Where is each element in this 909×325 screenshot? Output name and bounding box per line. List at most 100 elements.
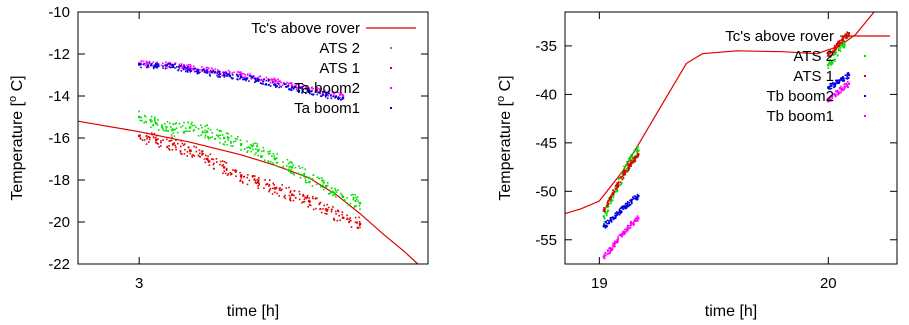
point bbox=[611, 195, 614, 198]
point bbox=[155, 141, 157, 144]
point bbox=[332, 194, 334, 197]
point bbox=[222, 71, 224, 73]
point bbox=[835, 95, 837, 97]
point bbox=[166, 138, 168, 141]
point bbox=[332, 95, 335, 98]
point bbox=[625, 164, 627, 166]
point bbox=[305, 87, 307, 90]
point bbox=[162, 67, 164, 69]
point bbox=[288, 82, 290, 85]
point bbox=[303, 200, 306, 203]
point bbox=[207, 155, 209, 157]
point bbox=[234, 140, 237, 142]
point bbox=[834, 85, 836, 88]
point bbox=[829, 51, 832, 53]
point bbox=[332, 190, 334, 192]
point bbox=[628, 227, 630, 229]
point bbox=[304, 181, 307, 184]
point bbox=[203, 68, 205, 71]
point bbox=[193, 145, 195, 148]
point bbox=[291, 162, 293, 164]
point bbox=[181, 125, 184, 127]
point bbox=[834, 58, 836, 61]
point bbox=[330, 191, 332, 194]
point bbox=[358, 222, 362, 226]
point bbox=[180, 140, 182, 142]
point bbox=[302, 201, 304, 203]
point bbox=[312, 174, 315, 176]
legend-swatch-tb-boom2 bbox=[864, 95, 866, 97]
point bbox=[181, 67, 183, 69]
point bbox=[247, 73, 249, 75]
point bbox=[614, 214, 616, 217]
point bbox=[230, 76, 233, 79]
point bbox=[226, 143, 228, 146]
point bbox=[232, 141, 235, 143]
point bbox=[829, 99, 832, 101]
point bbox=[619, 233, 622, 236]
point bbox=[288, 170, 290, 172]
point bbox=[307, 90, 311, 93]
point bbox=[620, 234, 623, 237]
point bbox=[155, 138, 158, 142]
point bbox=[195, 146, 197, 149]
point bbox=[201, 150, 204, 152]
point bbox=[630, 162, 633, 165]
point bbox=[289, 199, 291, 201]
point bbox=[269, 150, 271, 152]
point bbox=[358, 216, 360, 219]
point bbox=[156, 124, 159, 126]
point bbox=[164, 64, 166, 67]
point bbox=[841, 45, 844, 48]
point bbox=[633, 197, 635, 200]
point bbox=[323, 89, 326, 92]
point bbox=[269, 188, 272, 190]
point bbox=[845, 37, 847, 40]
point bbox=[204, 134, 207, 137]
point bbox=[183, 153, 186, 155]
point bbox=[620, 176, 622, 178]
point bbox=[828, 50, 831, 53]
point bbox=[269, 85, 272, 87]
point bbox=[839, 79, 842, 81]
point bbox=[612, 246, 615, 248]
point bbox=[303, 84, 305, 86]
point bbox=[606, 253, 609, 255]
point bbox=[606, 219, 609, 222]
point bbox=[172, 143, 174, 146]
point bbox=[332, 206, 334, 208]
point bbox=[140, 63, 142, 65]
point bbox=[289, 82, 292, 84]
point bbox=[828, 55, 831, 58]
point bbox=[204, 136, 207, 139]
point bbox=[282, 165, 285, 168]
point bbox=[171, 63, 173, 66]
point bbox=[252, 76, 254, 78]
point bbox=[225, 169, 228, 171]
point bbox=[311, 185, 314, 187]
point bbox=[184, 130, 186, 133]
point bbox=[268, 83, 270, 86]
point bbox=[281, 84, 284, 86]
point bbox=[295, 197, 297, 199]
point bbox=[289, 161, 291, 164]
point bbox=[619, 212, 622, 215]
point bbox=[357, 200, 359, 203]
point bbox=[277, 78, 279, 80]
point bbox=[237, 74, 239, 76]
point bbox=[616, 212, 619, 215]
point bbox=[832, 93, 835, 95]
point bbox=[625, 161, 628, 163]
point bbox=[145, 135, 148, 137]
point bbox=[605, 222, 608, 224]
point bbox=[229, 172, 232, 174]
point bbox=[614, 243, 616, 246]
point bbox=[836, 89, 839, 92]
point bbox=[235, 170, 238, 172]
point bbox=[216, 72, 218, 74]
point bbox=[321, 177, 323, 179]
point bbox=[629, 159, 631, 162]
point bbox=[613, 244, 615, 246]
point bbox=[180, 145, 182, 148]
point bbox=[829, 61, 832, 64]
